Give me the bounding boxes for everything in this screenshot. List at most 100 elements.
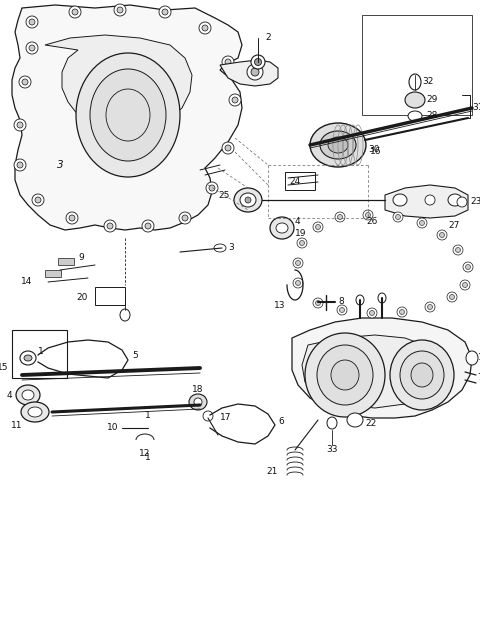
Text: 28: 28 <box>426 112 437 121</box>
Ellipse shape <box>24 355 32 361</box>
Text: 26: 26 <box>367 218 378 227</box>
Text: 32: 32 <box>422 77 433 86</box>
Ellipse shape <box>26 16 38 28</box>
Ellipse shape <box>245 197 251 203</box>
Ellipse shape <box>114 4 126 16</box>
Ellipse shape <box>247 64 263 80</box>
Ellipse shape <box>182 215 188 221</box>
Text: 25: 25 <box>218 190 230 199</box>
Text: 14: 14 <box>21 277 32 286</box>
Ellipse shape <box>199 22 211 34</box>
Polygon shape <box>45 35 192 132</box>
Ellipse shape <box>393 194 407 206</box>
Ellipse shape <box>222 56 234 68</box>
Ellipse shape <box>317 345 373 405</box>
Text: 9: 9 <box>78 253 84 262</box>
Ellipse shape <box>107 223 113 229</box>
Ellipse shape <box>300 241 304 246</box>
Ellipse shape <box>234 188 262 212</box>
Text: 13: 13 <box>274 300 285 309</box>
Ellipse shape <box>466 265 470 269</box>
Ellipse shape <box>293 278 303 288</box>
Ellipse shape <box>370 311 374 316</box>
Text: 33: 33 <box>326 446 338 455</box>
Ellipse shape <box>240 193 256 207</box>
Ellipse shape <box>32 194 44 206</box>
Text: 19: 19 <box>295 229 307 239</box>
Ellipse shape <box>232 97 238 103</box>
Text: 30: 30 <box>368 145 380 154</box>
Ellipse shape <box>396 215 400 220</box>
Ellipse shape <box>69 6 81 18</box>
Ellipse shape <box>397 307 407 317</box>
Ellipse shape <box>320 131 356 159</box>
Bar <box>362 15 472 115</box>
Ellipse shape <box>225 59 231 65</box>
Ellipse shape <box>425 195 435 205</box>
Ellipse shape <box>378 293 386 303</box>
Text: 27: 27 <box>448 220 459 229</box>
Ellipse shape <box>339 307 345 312</box>
Ellipse shape <box>331 360 359 390</box>
Ellipse shape <box>179 212 191 224</box>
Ellipse shape <box>20 351 36 365</box>
Bar <box>58 258 74 265</box>
Ellipse shape <box>411 363 433 387</box>
Ellipse shape <box>19 76 31 88</box>
Ellipse shape <box>463 262 473 272</box>
Ellipse shape <box>21 402 49 422</box>
Ellipse shape <box>310 123 366 167</box>
Ellipse shape <box>449 295 455 300</box>
Ellipse shape <box>203 411 213 421</box>
Ellipse shape <box>214 244 226 252</box>
Ellipse shape <box>313 222 323 232</box>
Ellipse shape <box>460 280 470 290</box>
Text: 18: 18 <box>192 385 204 394</box>
Text: 22: 22 <box>365 418 376 427</box>
Ellipse shape <box>229 94 241 106</box>
Ellipse shape <box>400 351 444 399</box>
Ellipse shape <box>408 111 422 121</box>
Ellipse shape <box>296 281 300 286</box>
Text: 17: 17 <box>220 413 231 422</box>
Ellipse shape <box>254 58 262 65</box>
Ellipse shape <box>90 69 166 161</box>
Text: 21: 21 <box>266 467 278 476</box>
Ellipse shape <box>328 137 348 153</box>
Text: 1: 1 <box>145 410 151 420</box>
Ellipse shape <box>356 295 364 305</box>
Ellipse shape <box>466 351 478 365</box>
Ellipse shape <box>69 215 75 221</box>
Ellipse shape <box>365 213 371 218</box>
Text: 4: 4 <box>6 391 12 399</box>
Ellipse shape <box>16 385 40 405</box>
Ellipse shape <box>66 212 78 224</box>
Bar <box>95 287 125 305</box>
Polygon shape <box>385 185 468 218</box>
Ellipse shape <box>428 305 432 309</box>
Text: 16: 16 <box>370 147 382 156</box>
Ellipse shape <box>457 197 467 207</box>
Ellipse shape <box>315 300 321 305</box>
Ellipse shape <box>202 25 208 31</box>
Ellipse shape <box>104 220 116 232</box>
Text: 4: 4 <box>295 218 300 227</box>
Ellipse shape <box>393 212 403 222</box>
Text: 12: 12 <box>139 448 151 457</box>
Ellipse shape <box>251 55 265 69</box>
Ellipse shape <box>222 142 234 154</box>
Bar <box>12 330 67 378</box>
Ellipse shape <box>22 79 28 85</box>
Ellipse shape <box>209 185 215 191</box>
Ellipse shape <box>327 417 337 429</box>
Ellipse shape <box>120 309 130 321</box>
Text: 20: 20 <box>77 293 88 302</box>
Text: 7: 7 <box>477 373 480 382</box>
Ellipse shape <box>270 217 294 239</box>
Text: 15: 15 <box>0 363 8 373</box>
Bar <box>45 270 61 277</box>
Ellipse shape <box>335 212 345 222</box>
Ellipse shape <box>417 218 427 228</box>
Text: 1: 1 <box>38 347 44 356</box>
Ellipse shape <box>409 74 421 90</box>
